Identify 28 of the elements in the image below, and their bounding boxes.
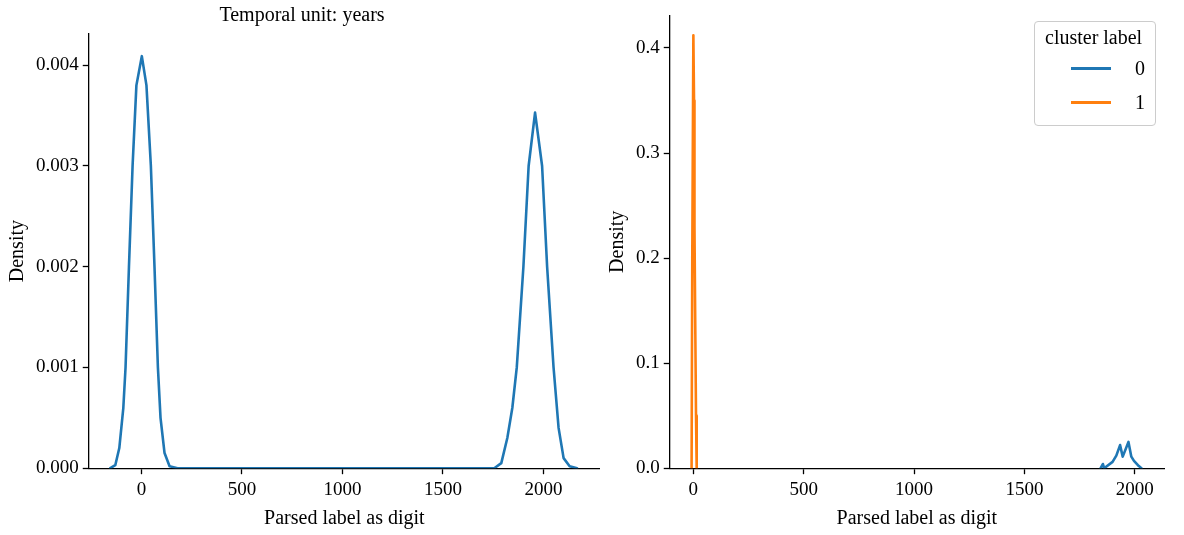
x-tick-label: 1500: [1005, 477, 1044, 499]
legend-label: 1: [1135, 90, 1145, 114]
y-tick-label: 0.4: [636, 35, 661, 57]
x-tick-label: 500: [227, 477, 257, 499]
y-tick-label: 0.003: [36, 153, 79, 175]
y-tick-label: 0.3: [636, 141, 660, 163]
x-tick-label: 2000: [1115, 477, 1154, 499]
legend-title: cluster label: [1045, 26, 1144, 50]
y-tick-label: 0.1: [636, 351, 660, 373]
y-tick-label: 0.002: [36, 254, 79, 276]
x-tick-label: 1500: [423, 477, 462, 499]
x-tick-label: 2000: [524, 477, 563, 499]
y-tick-label: 0.004: [36, 53, 80, 75]
x-tick-label: 0: [136, 477, 147, 499]
y-tick-label: 0.2: [636, 246, 660, 268]
x-tick-label: 1000: [895, 477, 934, 499]
y-tick-label: 0.001: [36, 355, 79, 377]
x-axis-title: Parsed label as digit: [836, 506, 998, 530]
y-tick-label: 0.000: [36, 456, 79, 478]
y-axis-title: Density: [605, 210, 629, 273]
x-tick-label: 1000: [323, 477, 362, 499]
chart-title: Temporal unit: years: [219, 3, 385, 27]
y-axis-title: Density: [5, 219, 29, 283]
legend-label: 0: [1135, 56, 1145, 80]
x-tick-label: 500: [789, 477, 818, 499]
x-axis-title: Parsed label as digit: [264, 506, 426, 530]
y-tick-label: 0.0: [636, 456, 660, 478]
x-tick-label: 0: [688, 477, 699, 499]
